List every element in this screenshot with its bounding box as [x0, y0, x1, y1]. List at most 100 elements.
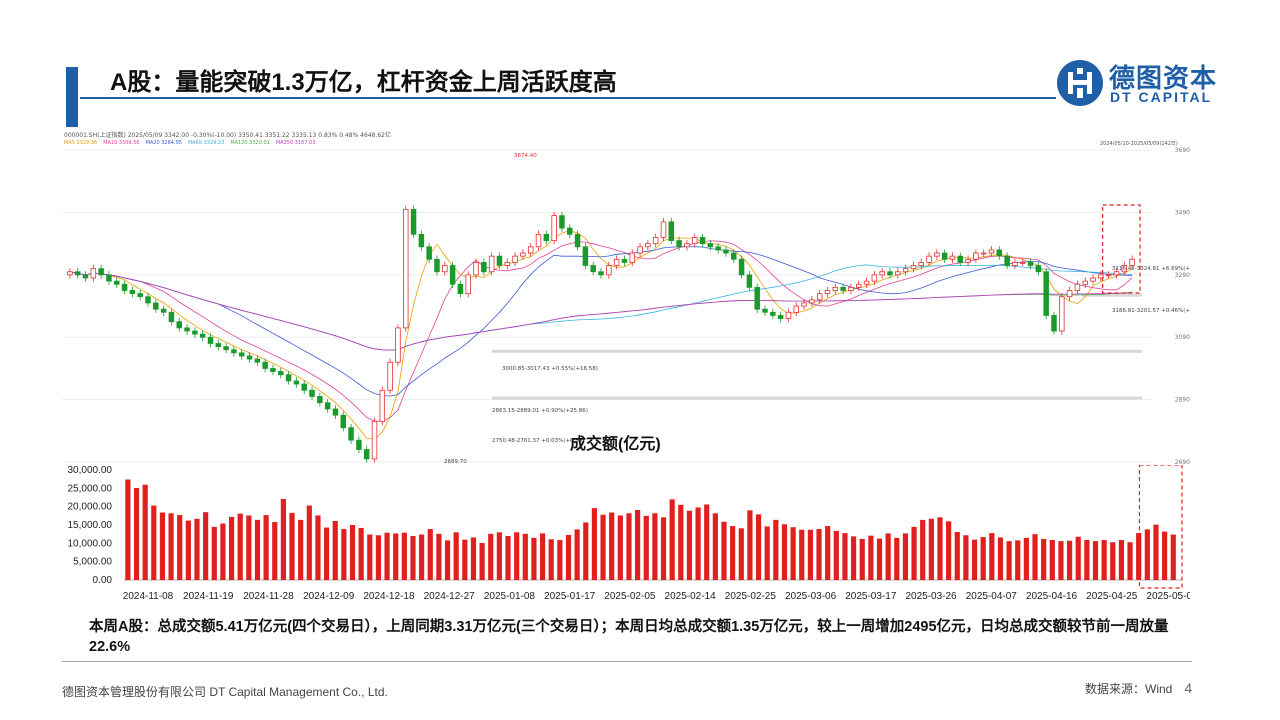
volume-bar	[971, 539, 978, 580]
candle	[832, 283, 839, 295]
volume-bar	[1049, 540, 1055, 580]
volume-xtick-label: 2025-01-17	[544, 591, 596, 602]
volume-bar	[1162, 531, 1168, 580]
volume-bar	[505, 536, 511, 580]
volume-bar	[384, 532, 390, 580]
candle-body	[1098, 274, 1104, 279]
candle	[254, 355, 261, 366]
candle	[824, 286, 831, 298]
volume-bar	[220, 523, 226, 580]
volume-bar	[1136, 533, 1142, 580]
candle	[465, 271, 471, 298]
candle-body	[465, 274, 471, 294]
volume-bar	[254, 519, 261, 580]
candle-body	[746, 274, 753, 288]
gap-band	[492, 396, 1142, 400]
volume-bar	[1127, 542, 1133, 580]
candle	[715, 243, 721, 254]
candle	[293, 377, 300, 388]
candle	[770, 308, 776, 320]
weekly-summary-text: 本周A股：总成交额5.41万亿元(四个交易日），上周同期3.31万亿元(三个交易…	[89, 619, 1169, 655]
volume-bar	[177, 515, 183, 580]
volume-bar	[401, 532, 407, 580]
candle	[98, 264, 104, 279]
candle-body	[1035, 265, 1042, 273]
candle	[488, 252, 495, 276]
ma-label-3: MA60 3329.23	[187, 140, 225, 146]
volume-xtick-label: 2025-02-14	[665, 591, 717, 602]
candle-body	[1129, 258, 1135, 266]
candle	[309, 386, 315, 401]
page-number: 4	[1184, 680, 1193, 696]
candle-body	[809, 299, 815, 304]
candle-body	[926, 255, 932, 263]
volume-bar	[842, 533, 848, 580]
candle	[887, 268, 893, 279]
footer-divider	[62, 661, 1192, 662]
candle-body	[1043, 271, 1049, 316]
candle	[707, 239, 714, 251]
ma-label-5: MA250 3167.03	[275, 140, 316, 146]
volume-ytick-label: 20,000.00	[68, 502, 113, 513]
candle-body	[410, 208, 417, 235]
volume-bar	[876, 538, 883, 580]
volume-bar	[375, 535, 382, 580]
candle-body	[379, 389, 386, 422]
candle-body	[403, 208, 409, 329]
candle	[129, 286, 136, 298]
candle	[809, 296, 815, 307]
volume-bar	[954, 531, 960, 580]
candle-body	[176, 321, 182, 329]
candle	[1121, 261, 1128, 276]
candle	[910, 261, 917, 273]
volume-bar	[989, 533, 995, 580]
volume-xtick-label: 2024-12-18	[363, 591, 415, 602]
candle	[1105, 271, 1112, 279]
index-info-line: 000001.SH(上证指数) 2025/05/09 3342.00 -0.30…	[64, 132, 391, 139]
candle-body	[895, 271, 901, 276]
candle-body	[278, 371, 284, 376]
candle-body	[691, 237, 698, 245]
volume-bar-chart: 30,000.00 25,000.00 20,000.00 15,000.00 10,0…	[62, 464, 1198, 605]
candle	[629, 249, 635, 267]
candle	[184, 324, 190, 335]
candle-body	[660, 221, 667, 238]
candle-body	[332, 408, 339, 416]
candle	[879, 268, 885, 279]
candle	[840, 283, 846, 295]
candle-body	[629, 252, 635, 263]
candle-body	[1027, 261, 1034, 266]
candle-body	[301, 383, 307, 391]
volume-bar	[885, 533, 891, 580]
volume-xtick-label: 2025-04-25	[1086, 591, 1138, 602]
candle-body	[793, 305, 799, 313]
candle-body	[832, 286, 839, 291]
candle	[67, 268, 73, 279]
candle	[621, 255, 628, 267]
candle-body	[324, 402, 331, 410]
volume-bar	[1032, 534, 1038, 580]
candle	[348, 423, 354, 444]
candle-body	[457, 283, 464, 294]
candle	[215, 339, 222, 351]
candle	[1004, 252, 1010, 270]
candle	[559, 211, 565, 232]
candlestick-chart: 3690 3490 3290 3090 2890 2690 3674.40 2689.70 27…	[62, 127, 1211, 467]
candle-body	[114, 280, 120, 285]
candle-body	[270, 368, 276, 372]
candle	[816, 289, 823, 304]
candle	[82, 271, 89, 282]
volume-bar	[393, 533, 399, 580]
title-accent-bar	[66, 67, 78, 127]
candle	[168, 308, 175, 326]
candle	[652, 233, 659, 248]
volume-bar	[591, 508, 598, 580]
candle-body	[957, 255, 964, 263]
candle-body	[777, 315, 784, 319]
candle-body	[434, 258, 440, 273]
candlestick-svg: 3690 3490 3290 3090 2890 2690 3674.40 2689.70 27…	[62, 147, 1211, 466]
candle-body	[684, 243, 690, 248]
candle	[285, 370, 292, 385]
ma-label-0: MA5 3329.36	[64, 140, 98, 146]
candle	[426, 243, 432, 264]
